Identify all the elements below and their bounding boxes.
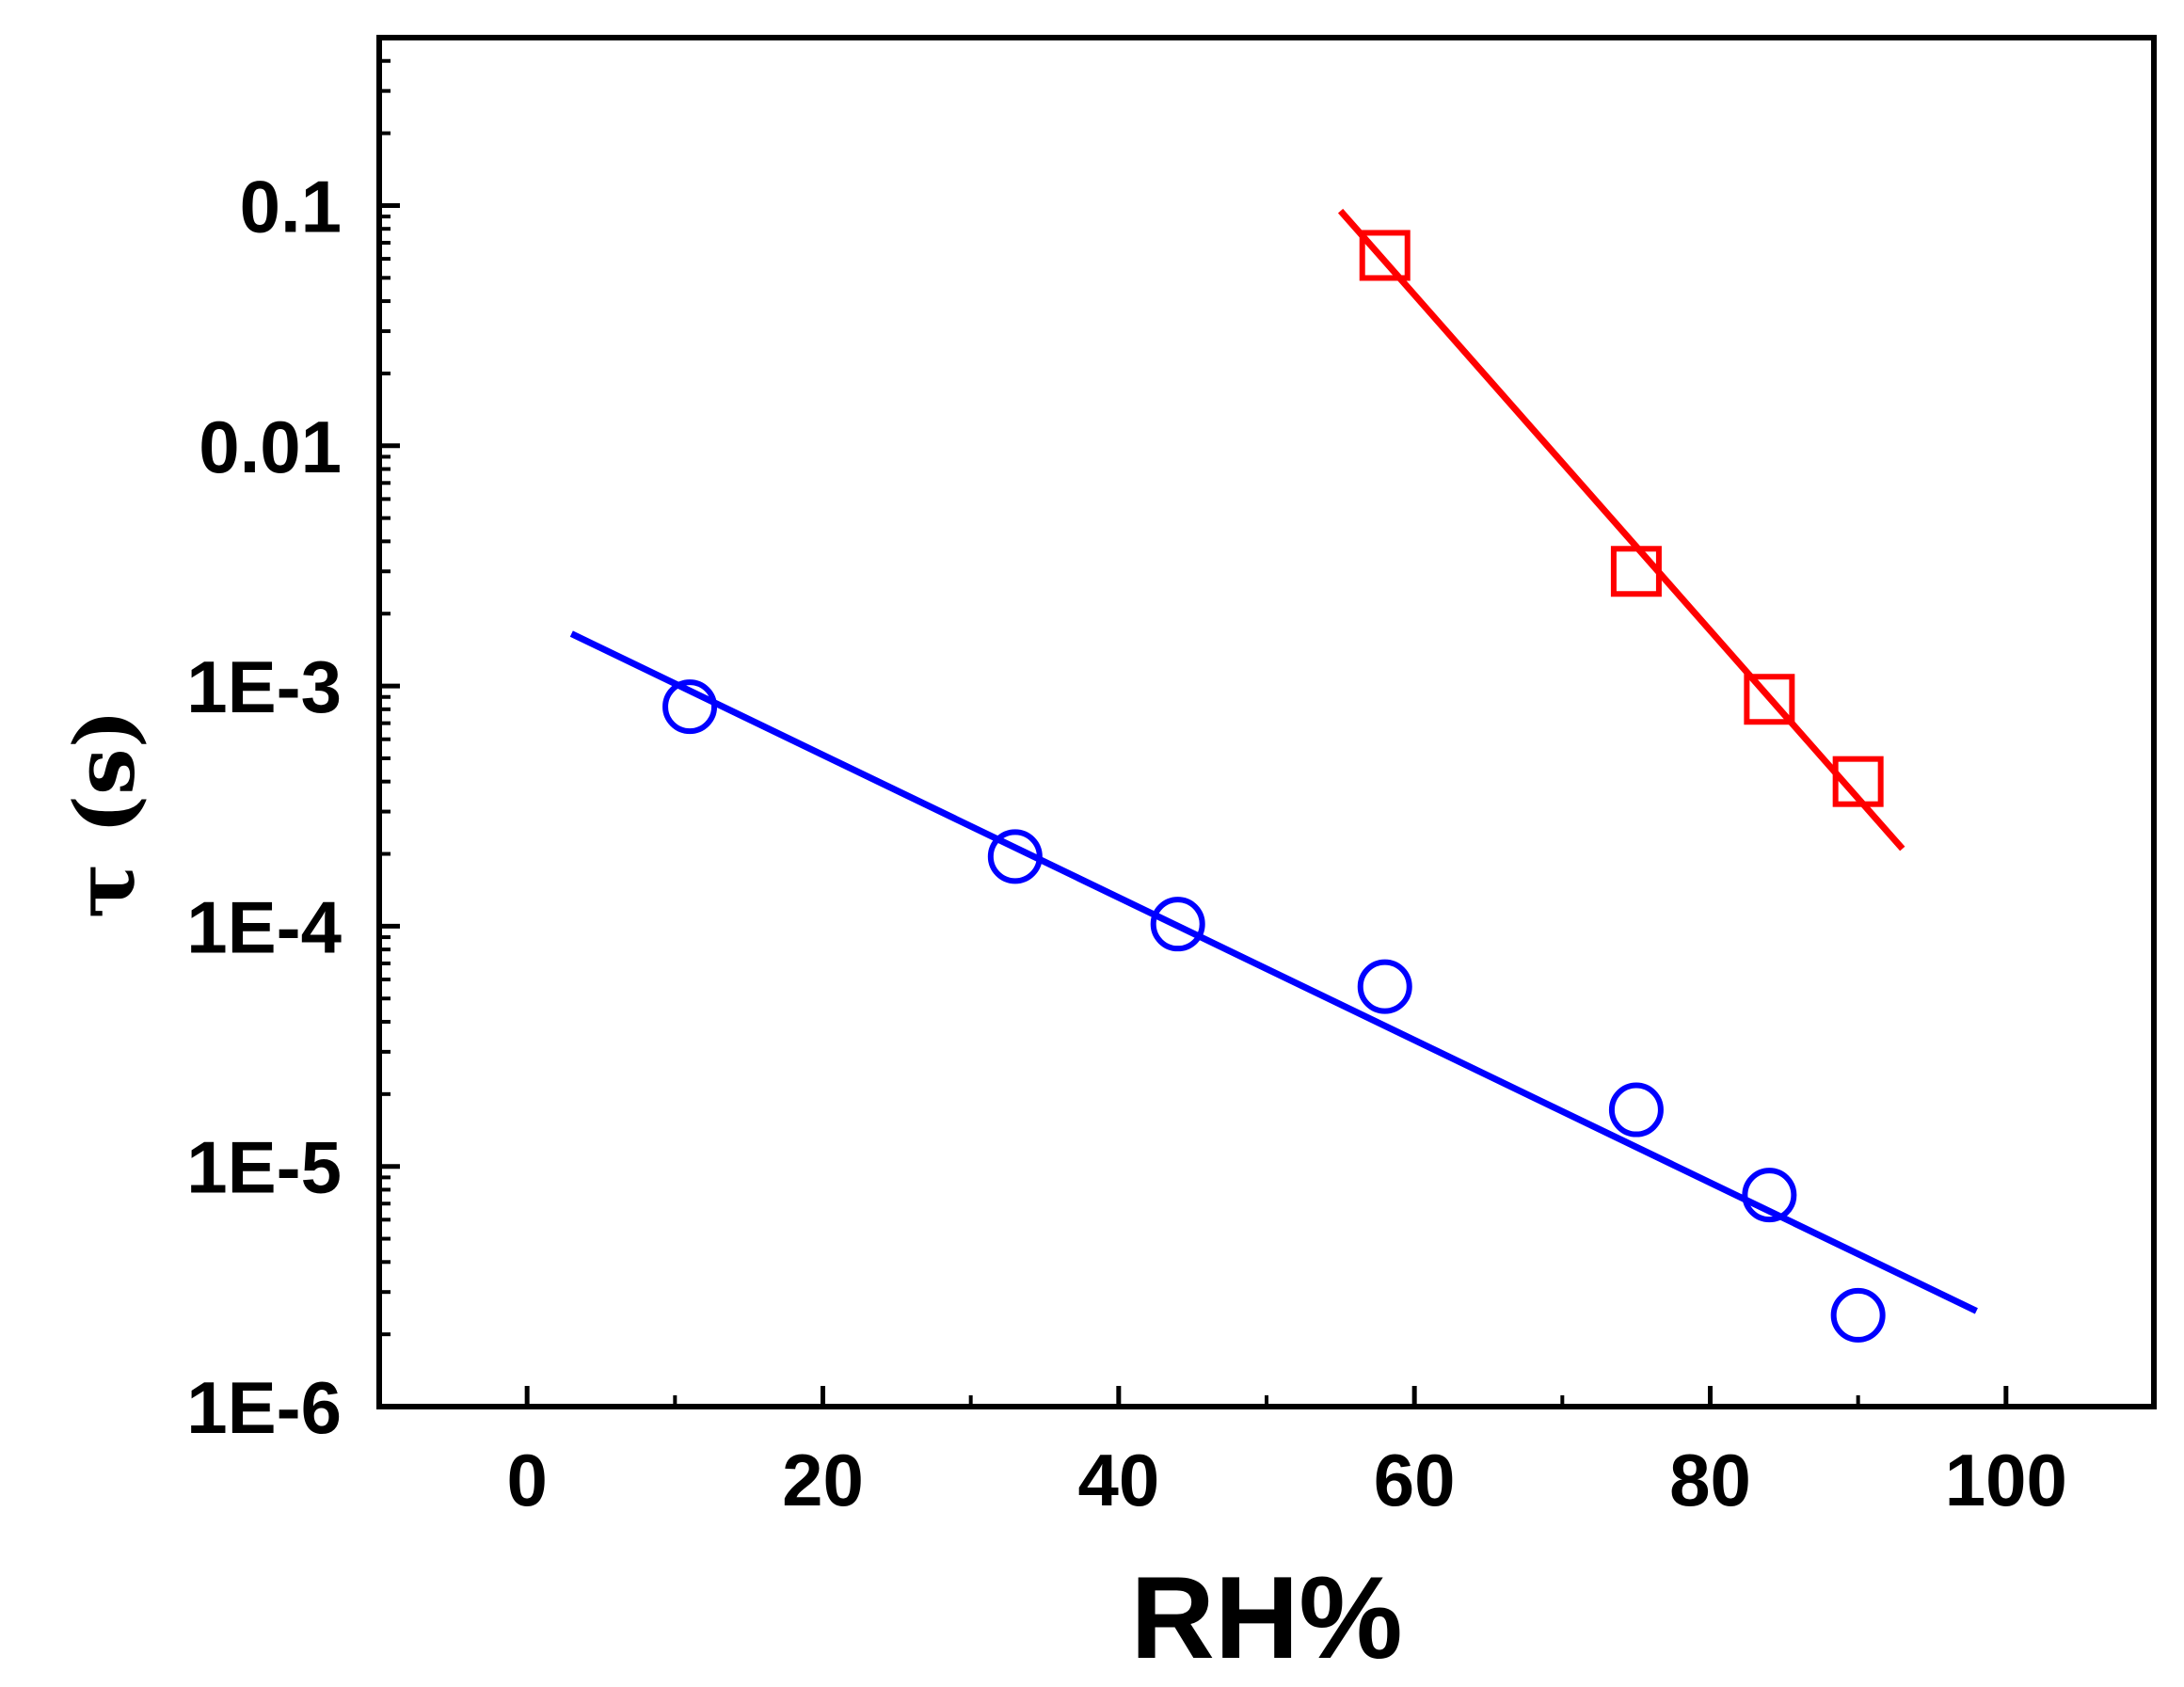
circles-fit-line (569, 630, 1978, 1314)
y-tick-label: 0.01 (199, 406, 342, 488)
y-axis-tick-labels: 1E-6 1E-5 1E-4 1E-3 0.01 0.1 (186, 165, 342, 1449)
x-tick-label: 0 (506, 1439, 547, 1521)
y-tick-label: 1E-5 (186, 1126, 342, 1209)
plot-frame (376, 35, 2157, 1409)
x-axis-title: RH% (1130, 1553, 1402, 1683)
x-axis-tick-labels: 0 20 40 60 80 100 (506, 1439, 2066, 1521)
fit-lines (569, 208, 1978, 1314)
circle-marker (1742, 1168, 1797, 1223)
circle-marker (1608, 1082, 1664, 1138)
x-axis-ticks (524, 1386, 2009, 1407)
circle-marker (662, 679, 718, 735)
squares-fit-line (1337, 208, 1905, 851)
circle-marker (1150, 897, 1205, 952)
circle-marker (1830, 1287, 1886, 1343)
x-tick-label: 80 (1669, 1439, 1751, 1521)
x-tick-label: 100 (1945, 1439, 2067, 1521)
x-tick-label: 40 (1077, 1439, 1159, 1521)
y-axis-title: τ (s) (56, 709, 153, 919)
square-marker (1744, 674, 1795, 725)
circle-marker (1357, 959, 1412, 1014)
circle-marker (987, 829, 1043, 884)
y-axis-ticks (379, 58, 400, 1409)
data-markers (662, 230, 1886, 1343)
square-marker (1832, 756, 1884, 807)
square-marker (1610, 546, 1662, 597)
x-tick-label: 60 (1374, 1439, 1456, 1521)
y-tick-label: 1E-3 (186, 645, 342, 728)
square-marker (1359, 230, 1411, 281)
y-tick-label: 0.1 (240, 165, 342, 247)
x-tick-label: 20 (782, 1439, 864, 1521)
y-tick-label: 1E-4 (186, 885, 342, 968)
y-tick-label: 1E-6 (186, 1366, 342, 1449)
